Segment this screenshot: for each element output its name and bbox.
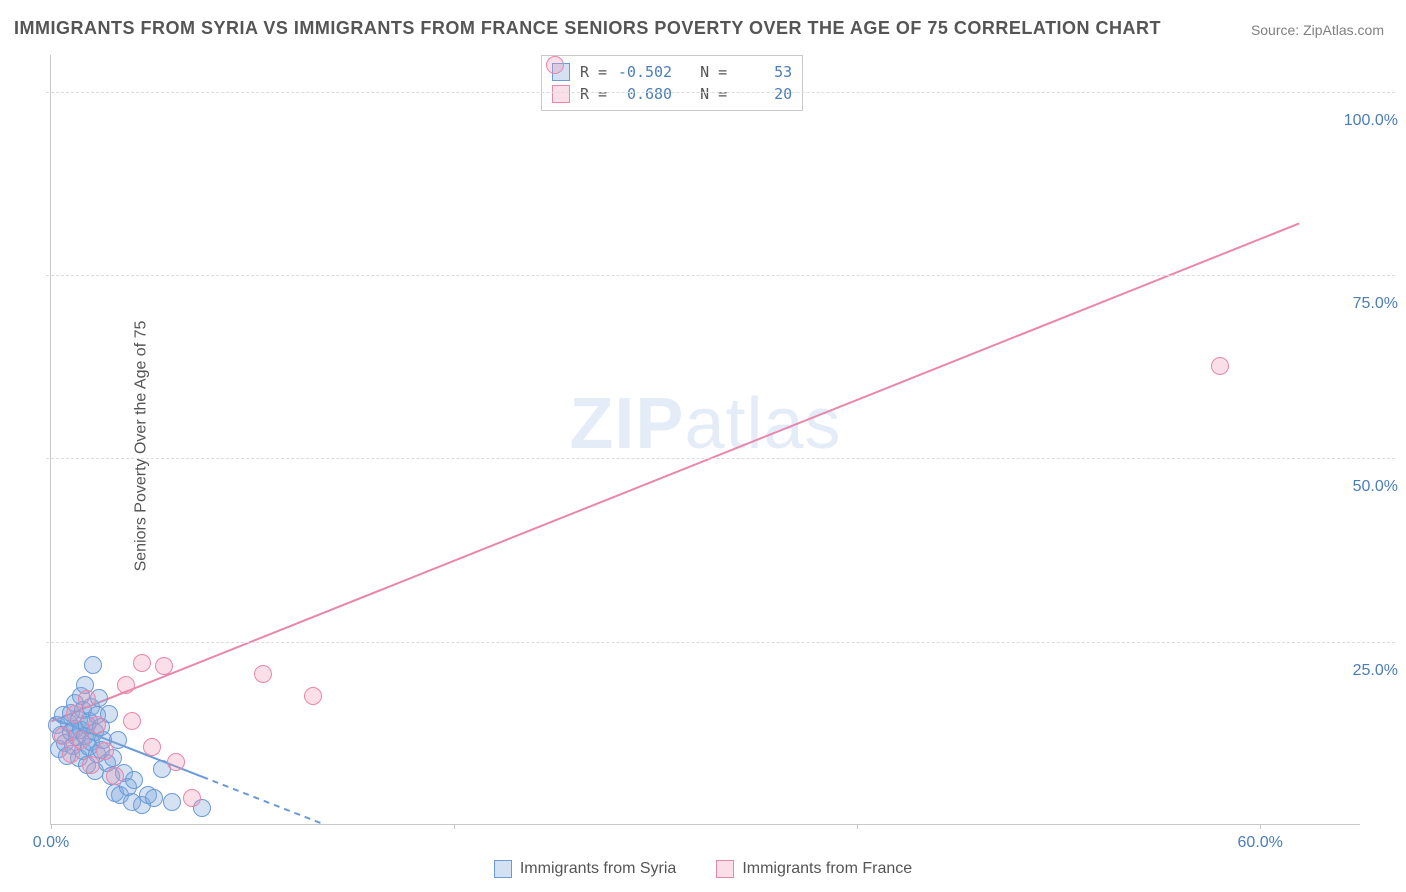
data-point-france [117, 676, 135, 694]
x-tick-label: 0.0% [33, 834, 69, 852]
watermark: ZIPatlas [569, 383, 841, 465]
x-tick [857, 824, 858, 829]
data-point-syria [163, 793, 181, 811]
data-point-france [123, 712, 141, 730]
data-point-france [304, 687, 322, 705]
data-point-france [78, 690, 96, 708]
trendlines-svg [51, 55, 1360, 824]
swatch-syria-icon [494, 860, 512, 878]
data-point-france [155, 657, 173, 675]
data-point-france [82, 756, 100, 774]
data-point-france [1211, 357, 1229, 375]
data-point-france [106, 767, 124, 785]
data-point-syria [84, 656, 102, 674]
n-value: 53 [737, 63, 792, 81]
stats-legend-row: R = -0.502 N = 53 [552, 61, 792, 83]
gridline-h [46, 275, 1395, 276]
n-value: 20 [737, 85, 792, 103]
y-tick-label: 50.0% [1353, 478, 1398, 496]
swatch-france-icon [552, 85, 570, 103]
legend-label: Immigrants from France [742, 860, 912, 878]
data-point-france [96, 742, 114, 760]
y-tick-label: 25.0% [1353, 662, 1398, 680]
data-point-france [254, 665, 272, 683]
n-label: N = [700, 85, 727, 103]
stats-legend-row: R = 0.680 N = 20 [552, 83, 792, 105]
r-value: -0.502 [617, 63, 672, 81]
data-point-france [167, 753, 185, 771]
data-point-france [54, 727, 72, 745]
legend-label: Immigrants from Syria [520, 860, 676, 878]
data-point-syria [145, 789, 163, 807]
source-label: Source: ZipAtlas.com [1251, 22, 1384, 38]
swatch-france-icon [716, 860, 734, 878]
x-tick [454, 824, 455, 829]
gridline-h [46, 642, 1395, 643]
series-legend: Immigrants from Syria Immigrants from Fr… [0, 860, 1406, 878]
r-value: 0.680 [617, 85, 672, 103]
data-point-syria [125, 771, 143, 789]
data-point-france [183, 789, 201, 807]
data-point-france [88, 716, 106, 734]
trendline-france [51, 223, 1299, 721]
plot-area: ZIPatlas R = -0.502 N = 53 R = 0.680 N =… [50, 55, 1360, 825]
legend-item-syria: Immigrants from Syria [494, 860, 676, 878]
data-point-france [546, 56, 564, 74]
x-tick [1260, 824, 1261, 829]
chart-title: IMMIGRANTS FROM SYRIA VS IMMIGRANTS FROM… [14, 18, 1161, 39]
x-tick-label: 60.0% [1238, 834, 1283, 852]
legend-item-france: Immigrants from France [716, 860, 912, 878]
r-label: R = [580, 85, 607, 103]
gridline-h [46, 458, 1395, 459]
n-label: N = [700, 63, 727, 81]
data-point-france [66, 705, 84, 723]
stats-legend: R = -0.502 N = 53 R = 0.680 N = 20 [541, 55, 803, 111]
y-tick-label: 100.0% [1344, 112, 1398, 130]
x-tick [51, 824, 52, 829]
data-point-france [143, 738, 161, 756]
r-label: R = [580, 63, 607, 81]
trendline-dashed-syria [202, 777, 323, 824]
data-point-france [133, 654, 151, 672]
gridline-h [46, 92, 1395, 93]
y-tick-label: 75.0% [1353, 295, 1398, 313]
data-point-france [72, 731, 90, 749]
